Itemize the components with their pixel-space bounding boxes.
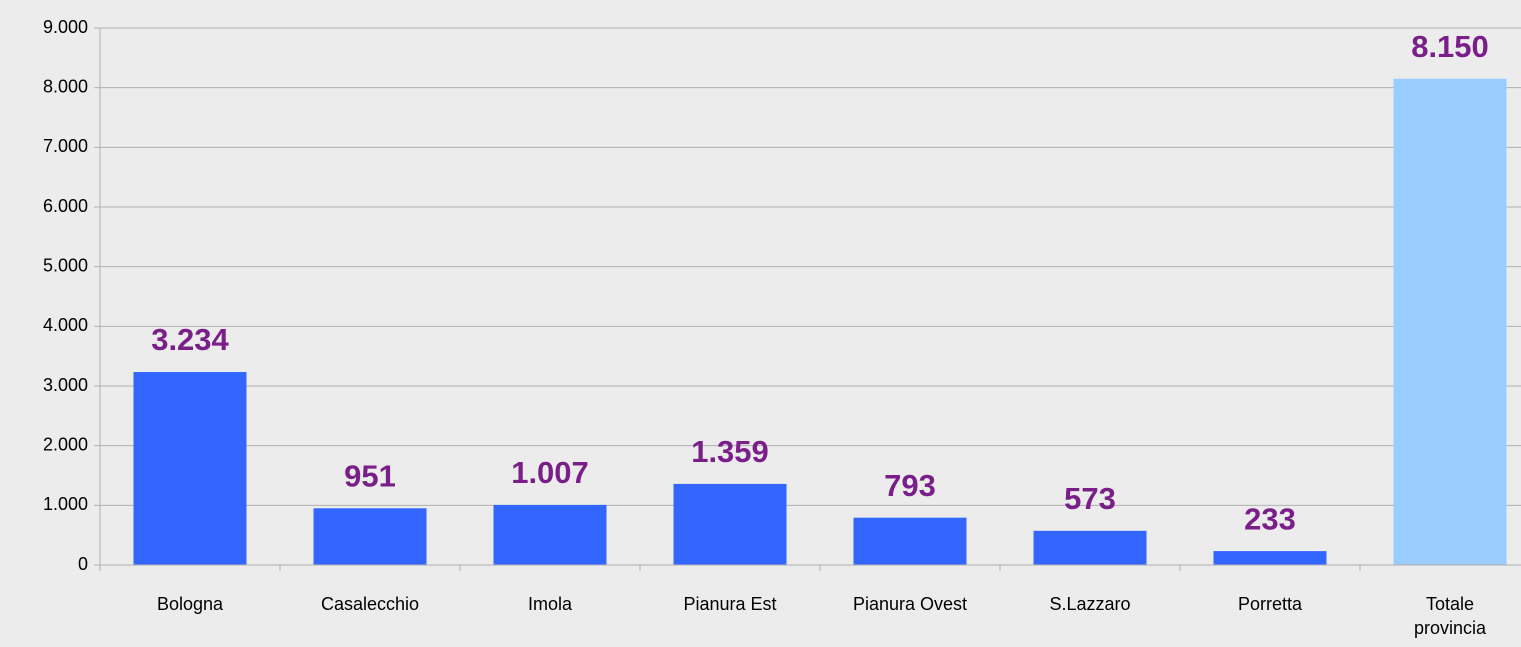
y-tick-label: 8.000 [43, 76, 88, 96]
value-label: 1.007 [511, 455, 589, 490]
bar [1393, 78, 1507, 565]
x-tick-label: Pianura Ovest [853, 594, 967, 614]
x-tick-label: Pianura Est [683, 594, 776, 614]
bar [1033, 530, 1147, 565]
x-tick-label: S.Lazzaro [1049, 594, 1130, 614]
y-tick-label: 0 [78, 554, 88, 574]
value-label: 8.150 [1411, 29, 1489, 64]
y-tick-label: 2.000 [43, 434, 88, 454]
y-tick-label: 6.000 [43, 196, 88, 216]
x-tick-label: Imola [528, 594, 573, 614]
value-label: 573 [1064, 481, 1116, 516]
bar [1213, 551, 1327, 565]
x-tick-label: Bologna [157, 594, 224, 614]
bar [133, 372, 247, 565]
x-tick-label: Porretta [1238, 594, 1303, 614]
value-label: 3.234 [151, 322, 229, 357]
y-tick-label: 7.000 [43, 136, 88, 156]
y-tick-label: 5.000 [43, 255, 88, 275]
bar [853, 517, 967, 565]
x-tick-label: Totale provincia [1414, 594, 1487, 638]
x-tick-label: Casalecchio [321, 594, 419, 614]
y-tick-label: 4.000 [43, 315, 88, 335]
y-tick-label: 9.000 [43, 17, 88, 37]
bar [313, 508, 427, 565]
value-label: 233 [1244, 501, 1296, 536]
value-label: 1.359 [691, 434, 769, 469]
bar [673, 483, 787, 565]
value-label: 793 [884, 468, 936, 503]
bar [493, 504, 607, 565]
value-label: 951 [344, 458, 396, 493]
y-tick-label: 1.000 [43, 494, 88, 514]
y-tick-label: 3.000 [43, 375, 88, 395]
